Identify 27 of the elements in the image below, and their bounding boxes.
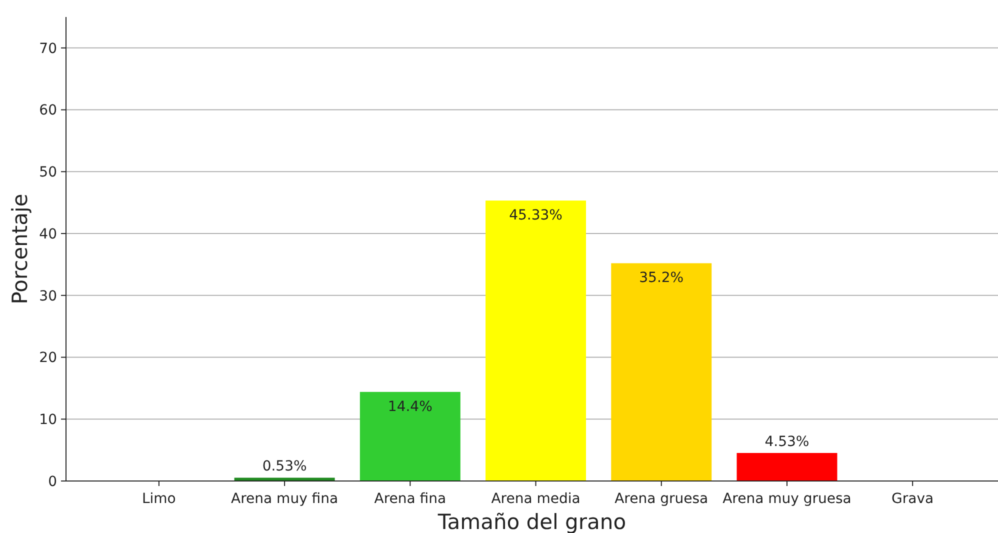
bar: [611, 263, 712, 481]
bar: [486, 200, 586, 481]
x-tick-label: Arena muy gruesa: [722, 491, 852, 507]
y-tick-label: 70: [39, 40, 57, 57]
x-tick-label: Limo: [142, 491, 176, 507]
y-tick-label: 10: [39, 412, 57, 428]
x-tick-label: Arena gruesa: [614, 491, 708, 507]
y-axis-title: Porcentaje: [8, 194, 32, 304]
x-tick-label: Arena muy fina: [231, 491, 338, 507]
data-label: 14.4%: [388, 398, 432, 415]
x-axis-title: Tamaño del grano: [436, 510, 626, 533]
bar: [234, 478, 335, 481]
x-tick-label: Arena media: [491, 491, 580, 507]
data-label: 35.2%: [639, 270, 684, 286]
bar: [360, 392, 460, 481]
data-label: 45.33%: [509, 208, 562, 224]
y-tick-label: 50: [39, 164, 57, 181]
data-label: 0.53%: [262, 458, 307, 475]
x-tick-label: Grava: [892, 491, 934, 507]
y-tick-label: 20: [39, 350, 57, 366]
y-tick-label: 30: [39, 288, 57, 304]
x-tick-label: Arena fina: [374, 491, 446, 507]
y-tick-label: 40: [39, 226, 57, 242]
y-tick-label: 60: [39, 102, 57, 119]
bar: [736, 452, 838, 481]
data-label: 4.53%: [764, 434, 810, 450]
y-tick-label: 0: [48, 474, 57, 490]
